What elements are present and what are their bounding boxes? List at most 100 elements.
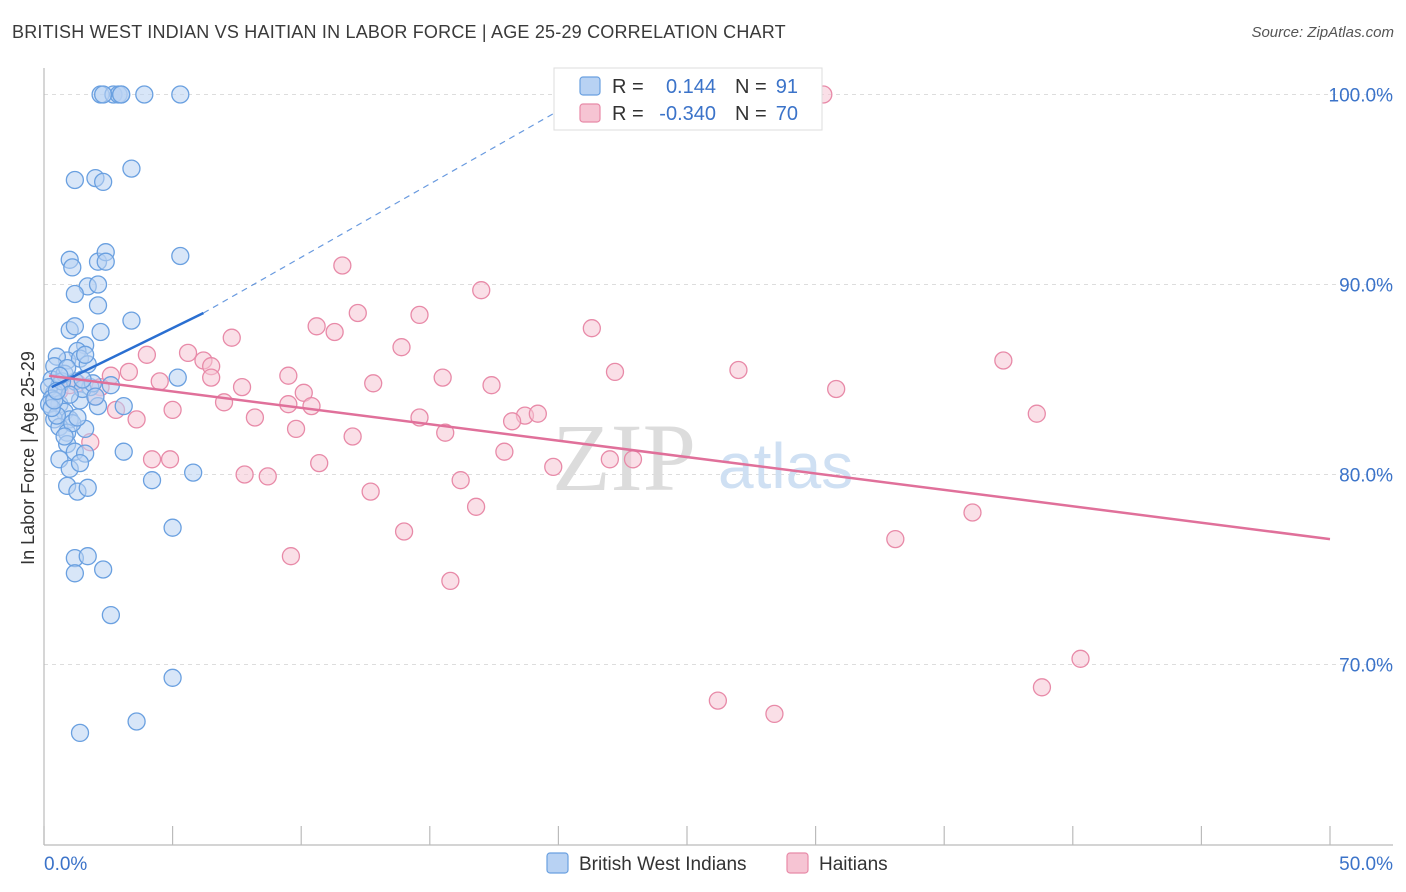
british-west-indians-point [78,547,97,566]
haitians-point [394,522,414,541]
trend-line-haitians [48,374,1331,541]
british-west-indians-point [114,442,133,461]
haitians-point [765,704,784,724]
trend-extension-british-west-indians [203,88,598,314]
haitians-point [361,482,380,501]
british-west-indians-point [168,368,187,387]
british-west-indians-point [94,172,113,192]
haitians-point [307,317,326,336]
haitians-point [433,368,452,387]
british-west-indians-point [94,560,113,579]
british-west-indians-point [163,668,182,687]
haitians-point [466,497,486,516]
british-west-indians-point [63,258,82,277]
haitians-point [235,465,254,484]
y-tick-label: 90.0% [1339,276,1393,297]
legend-label-british-west-indians: British West Indians [579,854,747,875]
haitians-point [364,374,383,393]
haitians-point [232,377,252,397]
british-west-indians-point [78,478,97,497]
y-tick-labels: 70.0% 80.0% 90.0% 100.0% [1329,86,1394,677]
british-west-indians-point [163,518,182,537]
british-west-indians-point [127,712,146,731]
legend-label-haitians: Haitians [819,854,888,875]
y-tick-label: 100.0% [1329,86,1394,107]
haitians-point [410,305,429,325]
haitians-point [222,328,241,347]
haitians-point [994,351,1013,370]
axes [43,68,1393,846]
british-west-indians-point [122,159,141,178]
british-west-indians-point [70,723,90,743]
haitians-point [202,368,221,387]
haitians-point [1027,404,1046,423]
haitians-point [281,547,301,566]
haitians-point [392,338,411,357]
y-tick-label: 70.0% [1339,656,1393,677]
british-west-indians-point [184,463,203,482]
british-west-indians-point [142,471,162,490]
british-west-indians-point [96,252,115,271]
british-west-indians-point [65,564,85,583]
haitians-point [963,503,982,522]
haitians-point [528,404,547,423]
stats-swatch-pink [579,103,601,123]
x-axis-ticks [43,826,1331,845]
haitians-point [582,319,601,338]
source-credit: Source: ZipAtlas.com [1251,24,1394,41]
british-west-indians-point [55,427,74,446]
watermark: ZIP atlas [552,404,853,511]
legend-swatch-haitians [786,852,809,874]
british-west-indians-point [94,85,113,104]
haitians-point [302,396,321,416]
trend-lines [48,88,1331,541]
british-west-indians-point [135,85,154,104]
haitians-point [502,412,522,431]
stats-r-value-pink: -0.340 [659,103,716,125]
british-west-indians-point [76,345,95,364]
haitians-point [279,366,298,385]
watermark-atlas: atlas [718,430,853,502]
stats-legend: R = 0.144 N = 91 R = -0.340 N = 70 [553,67,823,131]
x-tick-label-min: 0.0% [44,854,87,875]
haitians-point [310,453,329,473]
british-west-indians-point [65,284,85,304]
stats-r-value-blue: 0.144 [666,76,716,98]
watermark-zip: ZIP [552,404,696,511]
haitians-point [258,467,277,486]
stats-n-value-blue: 91 [776,76,798,98]
british-west-indians-point [112,85,131,104]
british-west-indians-point [88,275,108,294]
british-west-indians-point [65,170,85,190]
haitians-point [245,408,265,427]
british-west-indians-point [171,246,190,266]
haitians-point [600,450,619,469]
haitians-point [142,450,162,469]
haitians-point [325,322,344,342]
haitians-point [286,419,306,439]
trend-line-british-west-indians [51,311,205,389]
stats-r-label-blue: R = [612,76,644,98]
haitians-point [343,427,362,446]
y-axis-label: In Labor Force | Age 25-29 [18,351,38,565]
haitians-point [441,571,460,591]
british-west-indians-point [122,311,141,330]
haitians-point [827,379,846,399]
legend-swatch-british-west-indians [546,852,569,874]
haitians-point [348,303,367,323]
haitians-point [119,362,139,382]
haitians-point [544,457,563,477]
haitians-point [333,256,352,275]
stats-r-label-pink: R = [612,103,644,125]
haitians-point [178,343,198,363]
british-west-indians-points [39,85,203,743]
british-west-indians-point [171,85,190,104]
haitians-point [495,442,514,461]
british-west-indians-point [68,408,87,427]
british-west-indians-point [114,396,133,416]
british-west-indians-point [101,605,121,625]
british-west-indians-point [91,322,110,342]
haitians-point [472,281,491,300]
british-west-indians-point [86,387,105,406]
